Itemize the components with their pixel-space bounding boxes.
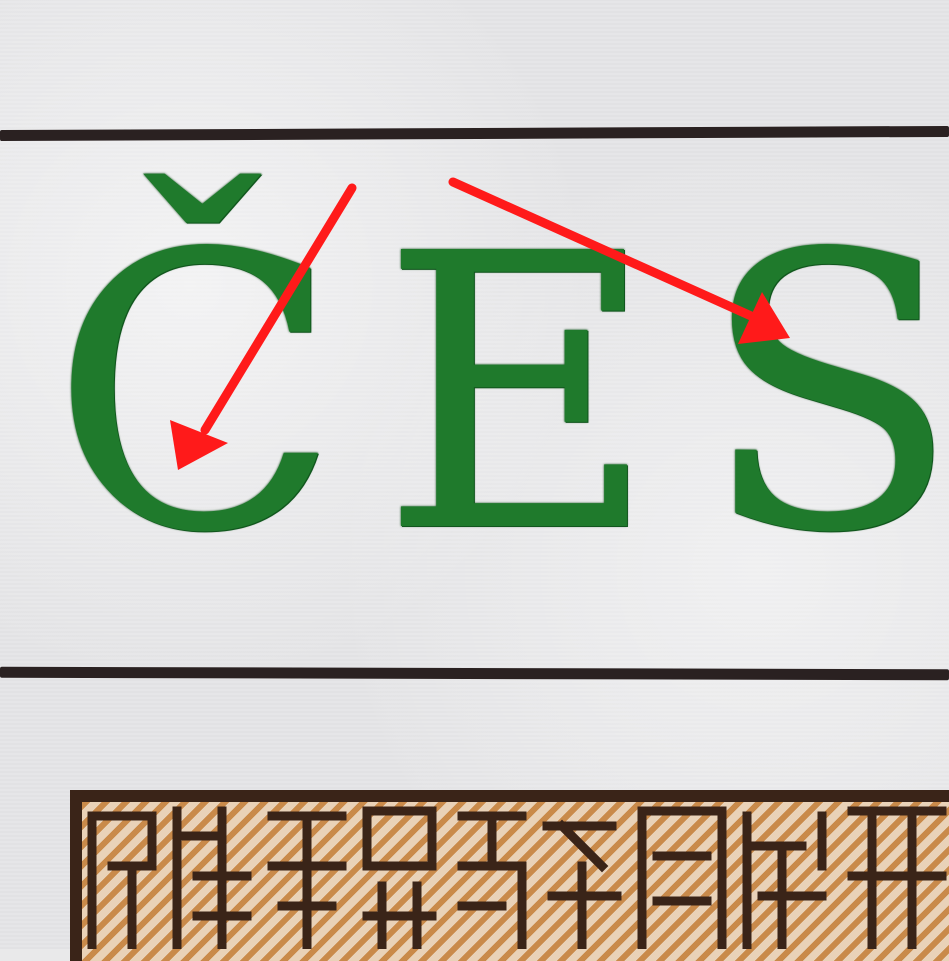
letter-s: S [700,173,949,616]
letter-c-caron: Č [50,173,341,616]
arrow-to-c-head [170,420,228,470]
ornamental-glyph-pattern [87,806,947,949]
letter-e: E [380,173,658,616]
arrow-to-s-shaft [448,177,765,325]
arrow-to-s-head [738,292,790,344]
arrow-to-c-shaft [200,183,357,435]
